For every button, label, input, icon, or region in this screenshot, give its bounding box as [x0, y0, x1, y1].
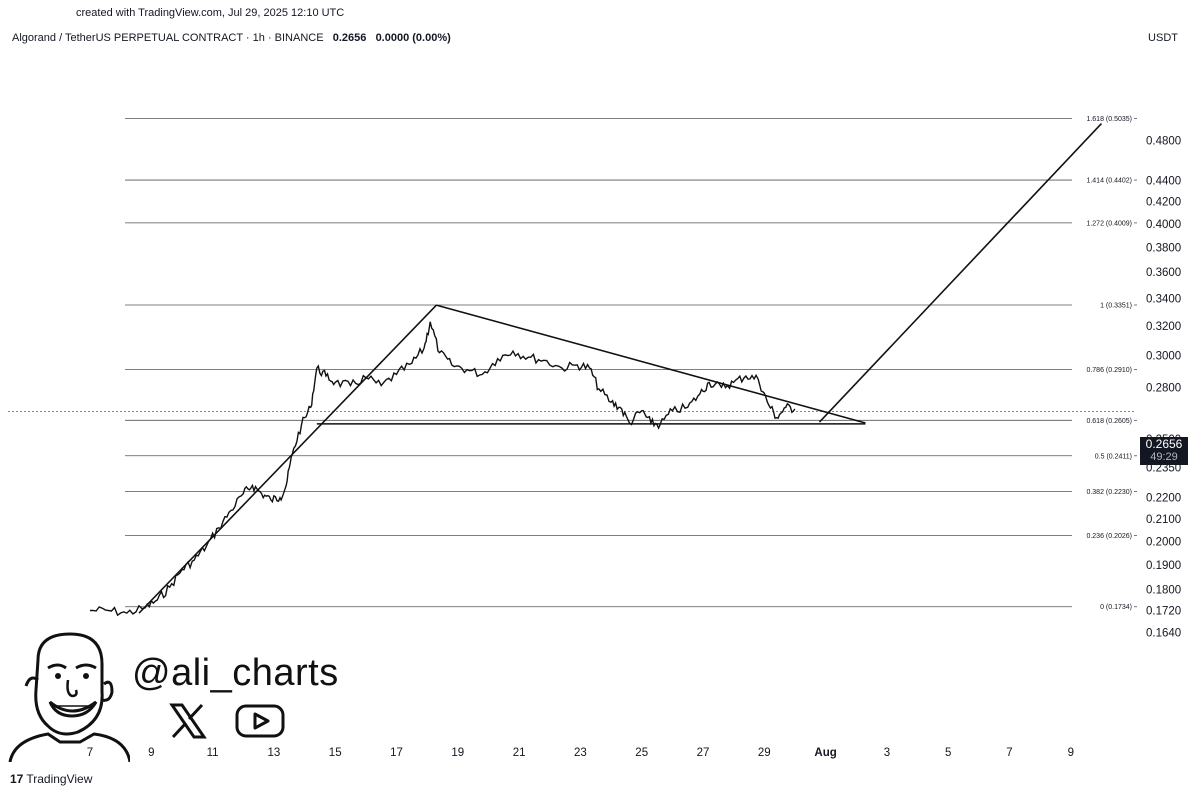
y-tick-label: 0.3400 [1146, 293, 1181, 305]
y-tick-label: 0.1800 [1146, 585, 1181, 597]
x-tick-label: 3 [884, 747, 890, 759]
fib-level-label: 0.236 (0.2026) [1086, 533, 1132, 540]
fib-level-label: 0.382 (0.2230) [1086, 489, 1132, 496]
price-series-line [89, 321, 796, 617]
y-tick-label: 0.4400 [1146, 175, 1181, 187]
y-tick-label: 0.2800 [1146, 382, 1181, 394]
x-logo-icon[interactable] [168, 703, 208, 739]
x-tick-label: 29 [758, 747, 771, 759]
x-tick-label: 13 [268, 747, 281, 759]
fib-level-label: 1.414 (0.4402) [1086, 178, 1132, 185]
fib-level-label: 0.618 (0.2605) [1086, 418, 1132, 425]
fib-level-label: 0.786 (0.2910) [1086, 367, 1132, 374]
cartoon-avatar-icon [8, 632, 130, 762]
fib-level-label: 1.618 (0.5035) [1086, 116, 1132, 123]
y-axis: 0.4800 0.4400 0.4200 0.4000 0.3800 0.3600 0.34… [1146, 135, 1181, 639]
youtube-play-icon[interactable] [234, 703, 286, 739]
x-tick-label: 21 [513, 747, 526, 759]
x-tick-label: 7 [1006, 747, 1012, 759]
tradingview-name: TradingView [26, 772, 93, 786]
y-tick-label: 0.2000 [1146, 536, 1181, 548]
y-tick-label: 0.2100 [1146, 514, 1181, 526]
y-tick-label: 0.4000 [1146, 219, 1181, 231]
trendline-target-projection [818, 123, 1103, 423]
trendlines [138, 123, 1103, 614]
x-tick-label: 27 [697, 747, 710, 759]
x-tick-label: 7 [87, 747, 93, 759]
author-handle: @ali_charts [132, 652, 339, 694]
fib-level-label: 1 (0.3351) [1100, 303, 1132, 310]
bar-countdown: 49:29 [1150, 451, 1178, 463]
tradingview-brand[interactable]: 17 TradingView [10, 772, 92, 786]
x-tick-label: 25 [635, 747, 648, 759]
y-tick-label: 0.3600 [1146, 267, 1181, 279]
last-price: 0.2656 [332, 32, 367, 44]
x-tick-label: 9 [148, 747, 154, 759]
price-change: 0.0000 (0.00%) [375, 32, 451, 44]
x-axis: 7 9 11 13 15 17 19 21 23 25 27 29 Aug 3 5 7 9 [87, 747, 1074, 759]
y-tick-label: 0.3000 [1146, 351, 1181, 363]
x-tick-label: 5 [945, 747, 951, 759]
symbol-name: Algorand / TetherUS PERPETUAL CONTRACT ·… [12, 32, 324, 44]
fibonacci-levels: 1.618 (0.5035) 1.414 (0.4402) 1.272 (0.400… [125, 116, 1137, 611]
y-tick-label: 0.1720 [1146, 605, 1181, 617]
y-tick-label: 0.4800 [1146, 135, 1181, 147]
creation-credit: created with TradingView.com, Jul 29, 20… [76, 7, 345, 19]
y-tick-label: 0.4200 [1146, 197, 1181, 209]
x-tick-label: 19 [451, 747, 464, 759]
price-tag-value: 0.2656 [1145, 437, 1183, 451]
y-tick-label: 0.1900 [1146, 560, 1181, 572]
y-tick-label: 0.2200 [1146, 493, 1181, 505]
x-tick-label: Aug [814, 747, 836, 759]
y-tick-label: 0.3800 [1146, 242, 1181, 254]
fib-level-label: 0.5 (0.2411) [1095, 453, 1132, 460]
x-tick-label: 17 [390, 747, 403, 759]
x-tick-label: 15 [329, 747, 342, 759]
y-tick-label: 0.3200 [1146, 321, 1181, 333]
x-tick-label: 11 [207, 747, 219, 759]
fib-level-label: 0 (0.1734) [1100, 604, 1132, 611]
symbol-header: Algorand / TetherUS PERPETUAL CONTRACT ·… [12, 32, 451, 44]
fib-level-label: 1.272 (0.4009) [1086, 220, 1132, 227]
trendline-descending-resistance [436, 304, 866, 424]
currency-unit: USDT [1148, 32, 1178, 44]
x-tick-label: 9 [1068, 747, 1074, 759]
x-tick-label: 23 [574, 747, 587, 759]
current-price-tag: 0.2656 49:29 [1140, 437, 1188, 465]
trendline-rising [138, 304, 437, 614]
y-tick-label: 0.1640 [1146, 627, 1181, 639]
y-tick-label: 0.2350 [1146, 463, 1181, 475]
tradingview-logo-icon: 17 [10, 772, 24, 786]
